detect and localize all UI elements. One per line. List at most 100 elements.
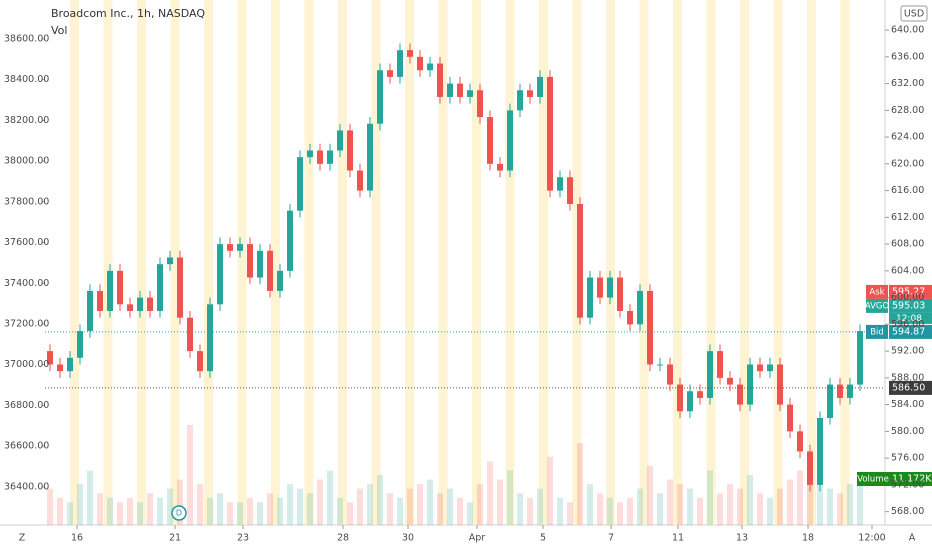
volume-value: 11.172K xyxy=(892,474,932,485)
volume-bar xyxy=(637,488,643,525)
volume-bar xyxy=(497,479,503,525)
candle-body xyxy=(427,63,433,71)
volume-bar xyxy=(677,484,683,525)
volume-bar xyxy=(837,493,843,525)
candle-body xyxy=(157,264,163,311)
candle-body xyxy=(277,270,283,291)
candle-body xyxy=(147,297,153,311)
marker-value: 586.50 xyxy=(892,382,925,393)
volume-bar xyxy=(607,497,613,525)
volume-bar xyxy=(807,461,813,525)
volume-bar xyxy=(697,497,703,525)
volume-bar xyxy=(627,497,633,525)
session-band xyxy=(773,0,783,525)
last-name: AVGO xyxy=(865,301,890,311)
x-tick-label: Apr xyxy=(469,533,486,544)
session-band xyxy=(673,0,682,525)
y-tick-label: 624.00 xyxy=(891,132,924,143)
candle-body xyxy=(57,364,63,372)
x-tick-label: 16 xyxy=(71,533,83,544)
volume-bar xyxy=(297,488,303,525)
candle-body xyxy=(637,290,643,325)
volume-bar xyxy=(207,497,213,525)
event-marker[interactable] xyxy=(171,505,187,521)
volume-bar xyxy=(447,488,453,525)
session-band xyxy=(237,0,247,525)
volume-bar xyxy=(757,493,763,525)
candle-body xyxy=(487,117,493,164)
y-tick-label: 604.00 xyxy=(891,265,924,276)
y2-tick-label: 37400.00 xyxy=(4,278,49,289)
candle-body xyxy=(727,377,733,385)
volume-bar xyxy=(717,493,723,525)
candle-body xyxy=(287,210,293,271)
volume-bar xyxy=(827,488,833,525)
y2-tick-label: 38400.00 xyxy=(4,74,49,85)
candle-body xyxy=(467,90,473,97)
candle-body xyxy=(767,364,773,372)
volume-bar xyxy=(457,497,463,525)
session-band xyxy=(606,0,615,525)
candle-body xyxy=(707,351,713,398)
currency-badge[interactable] xyxy=(900,5,928,22)
session-band xyxy=(840,0,850,525)
candle-body xyxy=(247,244,253,278)
volume-bar xyxy=(327,470,333,525)
volume-bar xyxy=(107,497,113,525)
candle-body xyxy=(127,304,133,311)
candle-body xyxy=(117,270,123,305)
volume-bar xyxy=(257,502,263,525)
volume-bar xyxy=(417,484,423,525)
candle-body xyxy=(557,177,563,191)
volume-bar xyxy=(237,502,243,525)
volume-bar xyxy=(177,479,183,525)
y2-tick-label: 36600.00 xyxy=(4,441,49,452)
volume-bar xyxy=(367,484,373,525)
last-tag xyxy=(889,298,932,313)
volume-bar xyxy=(147,493,153,525)
currency-label[interactable]: USD xyxy=(904,9,924,20)
volume-bar xyxy=(527,497,533,525)
candle-body xyxy=(847,384,853,398)
candle-body xyxy=(567,177,573,204)
y-tick-label: 616.00 xyxy=(891,185,924,196)
x-tick-label: 5 xyxy=(540,533,546,544)
bid-name: Bid xyxy=(870,327,884,337)
volume-bar xyxy=(137,502,143,525)
candle-body xyxy=(347,130,353,171)
candle-body xyxy=(617,277,623,311)
candle-body xyxy=(337,130,343,151)
bid-value: 594.87 xyxy=(892,326,925,337)
candle-body xyxy=(817,417,823,485)
volume-bar xyxy=(287,484,293,525)
volume-bar xyxy=(817,484,823,525)
candle-body xyxy=(387,70,393,77)
candle-body xyxy=(187,317,193,352)
candle-body xyxy=(167,257,173,265)
volume-bar xyxy=(357,488,363,525)
candle-body xyxy=(357,170,363,191)
volume-bar xyxy=(277,497,283,525)
volume-bar xyxy=(407,488,413,525)
candle-body xyxy=(257,250,263,278)
volume-bar xyxy=(737,488,743,525)
last-value: 595.03 xyxy=(892,300,925,311)
auto-scale-button[interactable]: A xyxy=(909,533,916,544)
y-tick-label: 600.00 xyxy=(891,292,924,303)
y-tick-label: 628.00 xyxy=(891,105,924,116)
candle-body xyxy=(77,331,83,358)
candle-body xyxy=(517,90,523,111)
volume-bar xyxy=(197,484,203,525)
y2-tick-label: 38000.00 xyxy=(4,156,49,167)
session-band xyxy=(539,0,548,525)
candle-body xyxy=(67,357,73,372)
y2-tick-label: 37600.00 xyxy=(4,237,49,248)
volume-bar xyxy=(87,470,93,525)
candle-body xyxy=(207,304,213,372)
x-tick-label: 30 xyxy=(402,533,414,544)
zoom-button[interactable]: Z xyxy=(19,533,26,544)
session-band xyxy=(472,0,481,525)
event-marker-label: D xyxy=(176,509,182,518)
volume-bar xyxy=(77,484,83,525)
volume-bar xyxy=(507,470,513,525)
